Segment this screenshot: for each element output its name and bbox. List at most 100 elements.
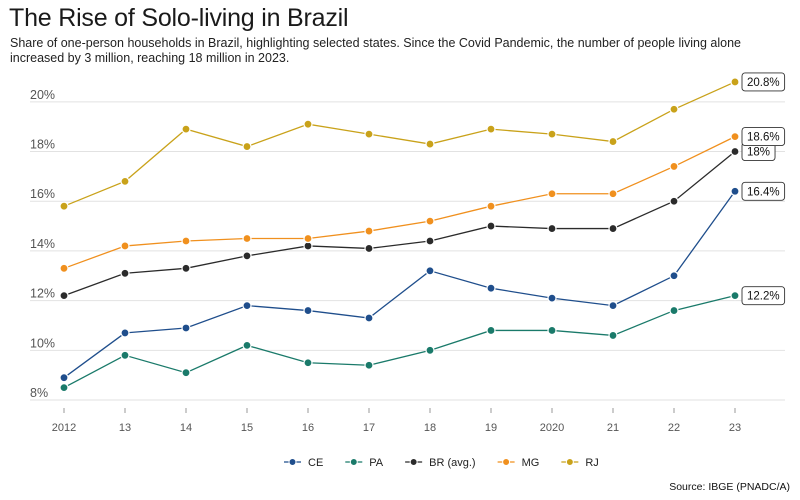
data-point	[547, 223, 557, 234]
data-point	[303, 358, 313, 368]
x-tick-label: 13	[119, 422, 131, 434]
data-point	[608, 330, 618, 341]
data-point	[242, 340, 252, 350]
data-point	[303, 119, 313, 129]
data-point	[242, 251, 252, 261]
data-point	[608, 189, 618, 199]
end-labels: 16.4% 12.2% 18% 18.6% 20.8%	[741, 72, 786, 306]
legend-label: RJ	[585, 457, 598, 469]
x-axis: 2012 13 14 15 16 17 18 19 2020 21 22 23	[52, 408, 741, 434]
x-tick-label: 18	[424, 422, 436, 434]
data-point	[181, 263, 191, 273]
data-point	[59, 373, 69, 383]
data-point	[608, 300, 618, 311]
source-note: Source: IBGE (PNADC/A)	[669, 481, 790, 493]
data-point	[547, 325, 557, 336]
x-tick-label: 21	[607, 422, 619, 434]
end-label-value: 20.8%	[747, 77, 780, 89]
legend-label: PA	[369, 457, 384, 469]
data-point	[425, 236, 435, 246]
data-point	[120, 241, 130, 251]
y-tick-label: 12%	[30, 287, 55, 301]
legend: CE PA BR (avg.) MG RJ	[284, 457, 599, 469]
data-point	[181, 124, 191, 134]
end-label: 12.2%	[741, 286, 786, 306]
data-point	[608, 136, 618, 147]
x-tick-label: 14	[180, 422, 192, 434]
end-label: 18%	[741, 142, 776, 161]
data-point	[669, 305, 679, 316]
series-pa	[59, 291, 740, 393]
series-ce	[59, 186, 740, 383]
x-tick-label: 2012	[52, 422, 76, 434]
data-point	[120, 350, 130, 360]
data-point	[59, 383, 69, 393]
end-label-box	[741, 72, 786, 92]
series-group	[59, 77, 740, 393]
legend-marker	[565, 458, 574, 466]
data-point	[669, 271, 679, 281]
legend-marker	[349, 458, 358, 466]
series-mg	[59, 132, 740, 273]
data-point	[486, 325, 496, 336]
data-point	[608, 223, 618, 234]
data-point	[730, 186, 740, 196]
data-point	[364, 226, 374, 236]
end-label-value: 18.6%	[747, 132, 780, 144]
x-tick-label: 17	[363, 422, 375, 434]
data-point	[181, 236, 191, 246]
data-point	[120, 268, 130, 278]
legend-item: PA	[345, 457, 384, 469]
x-tick-label: 19	[485, 422, 497, 434]
data-point	[425, 266, 435, 276]
data-point	[425, 216, 435, 226]
data-point	[120, 328, 130, 338]
legend-marker	[409, 458, 418, 466]
data-point	[425, 345, 435, 355]
series-line-br-avg	[63, 151, 736, 297]
legend-label: MG	[522, 457, 540, 469]
y-tick-label: 18%	[30, 138, 55, 152]
data-point	[547, 129, 557, 139]
data-point	[303, 233, 313, 244]
data-point	[181, 368, 191, 378]
data-point	[364, 129, 374, 139]
data-point	[59, 291, 69, 301]
end-label-box	[741, 127, 786, 147]
data-point	[669, 196, 679, 206]
data-point	[730, 77, 740, 87]
data-point	[486, 201, 496, 211]
data-point	[303, 305, 313, 316]
data-point	[547, 293, 557, 303]
series-line-pa	[63, 295, 736, 389]
data-point	[242, 233, 252, 244]
end-label: 18.6%	[741, 127, 786, 147]
y-tick-label: 20%	[30, 88, 55, 102]
data-point	[669, 161, 679, 172]
data-point	[303, 241, 313, 251]
legend-item: BR (avg.)	[405, 457, 476, 469]
y-tick-label: 14%	[30, 237, 55, 251]
y-axis: 8% 10% 12% 14% 16% 18% 20%	[30, 88, 55, 400]
data-point	[364, 313, 374, 323]
legend-item: MG	[497, 457, 540, 469]
legend-item: CE	[284, 457, 323, 469]
series-br-avg	[59, 146, 740, 301]
legend-marker	[502, 458, 511, 466]
end-label-value: 16.4%	[747, 186, 780, 198]
x-tick-label: 22	[668, 422, 680, 434]
data-point	[59, 263, 69, 273]
data-point	[730, 291, 740, 301]
data-point	[364, 360, 374, 370]
end-label-box	[741, 286, 786, 306]
series-rj	[59, 77, 740, 211]
data-point	[364, 243, 374, 254]
end-label-box	[741, 181, 786, 201]
x-tick-label: 2020	[540, 422, 564, 434]
data-point	[242, 141, 252, 152]
data-point	[730, 146, 740, 157]
chart-title: The Rise of Solo-living in Brazil	[9, 4, 349, 32]
data-point	[242, 300, 252, 311]
x-tick-label: 16	[302, 422, 314, 434]
